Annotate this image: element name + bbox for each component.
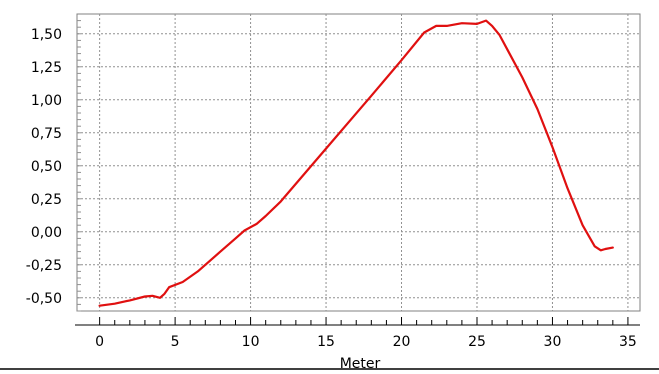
grid: [77, 14, 640, 311]
x-tick-label: 25: [468, 334, 486, 350]
minor-ticks: [77, 20, 629, 325]
series-layer: [98, 19, 614, 307]
y-tick-label: 0,50: [31, 159, 62, 175]
y-tick-label: 1,00: [31, 93, 62, 109]
y-tick-label: 0,00: [31, 225, 62, 241]
x-tick-label: 35: [619, 334, 637, 350]
y-tick-label: 1,50: [31, 27, 62, 43]
x-tick-label: 10: [242, 334, 260, 350]
y-tick-label: 1,25: [31, 60, 62, 76]
y-tick-label: -0,25: [26, 258, 62, 274]
x-tick-label: 0: [95, 334, 104, 350]
y-tick-label: 0,25: [31, 192, 62, 208]
x-tick-label: 15: [317, 334, 335, 350]
x-tick-labels: 0 5 10 15 20 25 30 35: [95, 334, 637, 350]
series-line: [98, 19, 614, 307]
x-tick-label: 30: [544, 334, 562, 350]
x-tick-label: 5: [171, 334, 180, 350]
y-tick-labels: -0,50 -0,25 0,00 0,25 0,50 0,75 1,00 1,25 1,50: [26, 27, 62, 307]
x-axis-title: Meter: [340, 356, 381, 372]
y-tick-label: -0,50: [26, 291, 62, 307]
y-tick-label: 0,75: [31, 126, 62, 142]
x-tick-label: 20: [393, 334, 411, 350]
plot-area: [76, 13, 641, 312]
